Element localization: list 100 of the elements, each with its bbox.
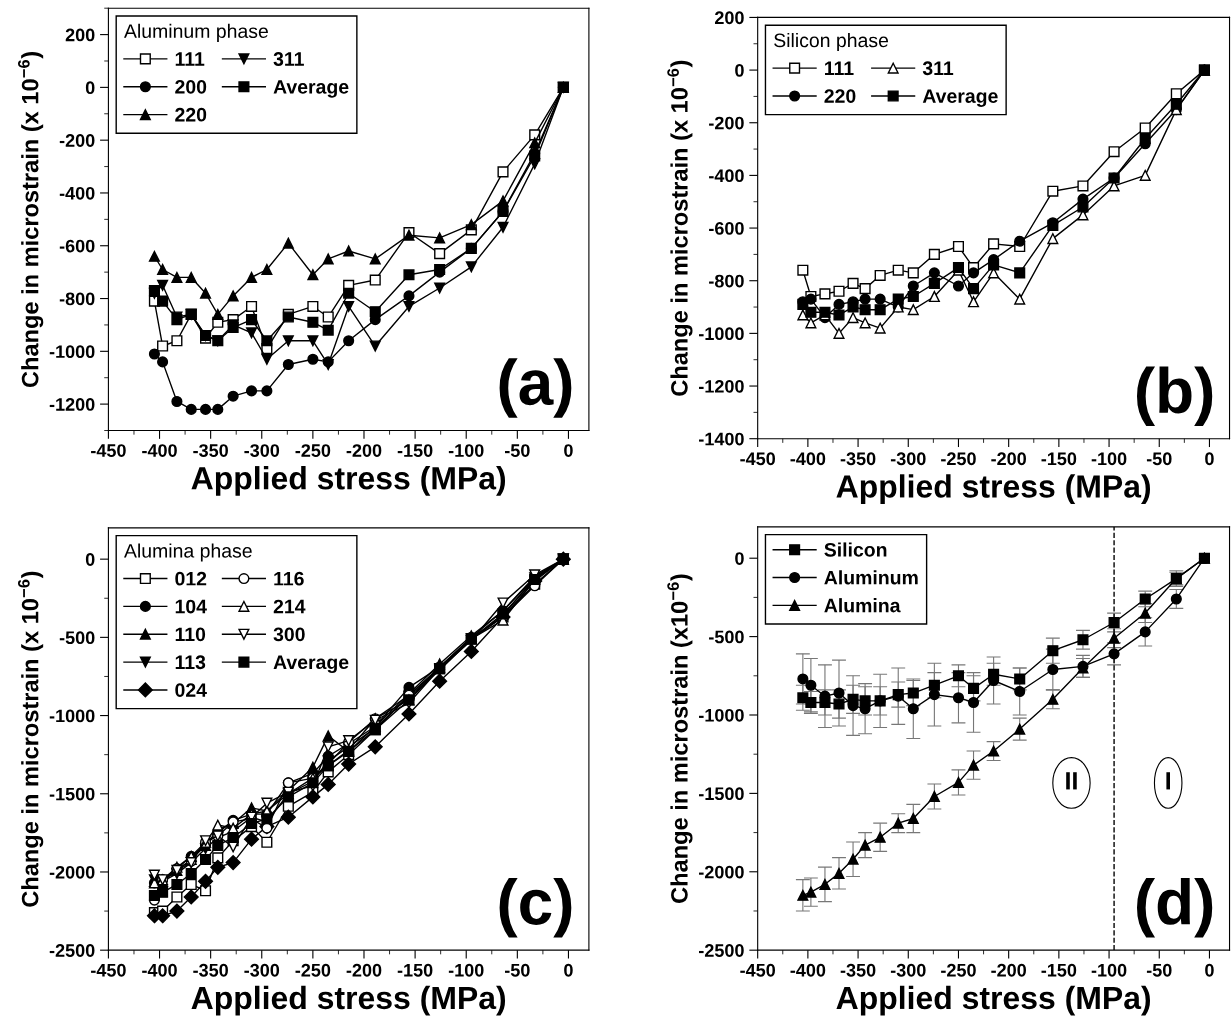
y-tick-label: -1500 (49, 787, 95, 801)
x-tick-label: -150 (1041, 452, 1077, 466)
y-tick-label: -2000 (49, 865, 95, 879)
annotation: (a) (499, 358, 572, 418)
legend-title: Aluminum phase (124, 23, 268, 42)
x-tick-label: -300 (890, 963, 926, 977)
y-tick-label: -200 (709, 116, 744, 130)
legend-label: Average (273, 80, 349, 98)
x-tick-label: -450 (91, 963, 126, 977)
y-tick-label: -600 (59, 239, 95, 253)
x-tick-label: -50 (1146, 963, 1172, 977)
x-tick-label: -150 (397, 444, 433, 457)
x-tick-label: -250 (941, 963, 976, 977)
x-tick-label: -400 (790, 963, 826, 977)
y-axis-title: Change in microstrain (x 10$^{−6}$) (667, 60, 693, 396)
y-tick-label: 0 (85, 81, 95, 95)
legend-label: 214 (273, 599, 306, 614)
x-tick-label: -50 (504, 963, 530, 977)
y-tick-label: -1000 (699, 708, 744, 722)
y-tick-label: -1000 (699, 327, 744, 341)
y-tick-label: -1400 (699, 432, 744, 446)
x-tick-label: -150 (397, 963, 433, 977)
x-tick-label: -350 (193, 963, 228, 977)
legend-label: 111 (825, 61, 854, 75)
x-tick-label: -50 (504, 444, 530, 457)
x-tick-label: -400 (142, 963, 177, 977)
x-tick-label: -300 (890, 452, 926, 466)
x-tick-label: -450 (91, 444, 126, 457)
x-axis-title: Applied stress (MPa) (836, 474, 1151, 505)
x-tick-label: -350 (840, 452, 876, 466)
y-tick-label: 200 (714, 11, 744, 25)
y-tick-label: -600 (709, 222, 744, 235)
x-tick-label: -100 (448, 444, 484, 457)
x-tick-label: -100 (448, 963, 484, 977)
x-tick-label: -250 (295, 963, 331, 977)
legend-label: Silicon (824, 542, 887, 557)
legend-title: Silicon phase (774, 32, 889, 52)
y-tick-label: -2500 (49, 944, 95, 957)
x-axis-title: Applied stress (MPa) (191, 985, 506, 1016)
legend-label: Average (273, 655, 349, 674)
y-tick-label: -400 (59, 186, 95, 200)
legend-label: 113 (175, 655, 206, 670)
annotation: (b) (1137, 366, 1213, 427)
legend-title: Alumina phase (124, 543, 252, 562)
x-tick-label: 0 (1205, 963, 1214, 977)
legend-label: 311 (273, 52, 304, 66)
legend-label: Average (922, 89, 998, 107)
annotation: (c) (499, 877, 572, 938)
annotation: I (1166, 772, 1170, 790)
y-tick-label: 200 (65, 28, 95, 42)
x-tick-label: -400 (142, 444, 177, 457)
x-tick-label: -400 (790, 452, 826, 466)
legend-label: 116 (274, 571, 304, 586)
y-tick-label: -1500 (699, 787, 744, 801)
y-tick-label: -500 (59, 631, 95, 645)
legend-label: 104 (175, 599, 207, 614)
legend-label: Aluminum (824, 570, 918, 585)
legend-label: 200 (175, 79, 207, 94)
x-tick-label: -200 (346, 963, 382, 977)
x-axis-title: Applied stress (MPa) (836, 985, 1151, 1016)
annotation: (d) (1137, 877, 1213, 938)
x-tick-label: 0 (564, 963, 573, 977)
x-tick-label: -250 (295, 444, 331, 457)
legend-label: 220 (824, 89, 856, 103)
annotation: II (1066, 772, 1077, 790)
y-tick-label: -1200 (699, 379, 744, 393)
x-tick-label: -200 (991, 963, 1026, 977)
y-tick-label: -1200 (49, 398, 95, 411)
y-axis-title: Change in microstrain (x 10$^{−6}$) (17, 52, 44, 388)
y-tick-label: -1000 (49, 345, 95, 359)
x-tick-label: -200 (991, 452, 1026, 466)
x-tick-label: -250 (941, 452, 976, 466)
x-tick-label: -350 (840, 963, 876, 977)
x-axis-title: Applied stress (MPa) (191, 466, 506, 496)
y-tick-label: 0 (85, 553, 95, 566)
y-tick-label: -2500 (699, 944, 744, 957)
x-tick-label: -100 (1091, 452, 1127, 466)
y-tick-label: -500 (709, 630, 744, 644)
y-tick-label: -1000 (49, 709, 95, 723)
legend-label: 110 (175, 627, 206, 642)
legend-label: 024 (175, 683, 207, 697)
x-tick-label: -150 (1041, 963, 1077, 977)
x-tick-label: -300 (244, 444, 280, 457)
x-tick-label: -50 (1146, 452, 1172, 466)
y-tick-label: -400 (709, 169, 744, 183)
x-tick-label: -100 (1091, 963, 1127, 977)
x-tick-label: 0 (1205, 452, 1214, 466)
y-tick-label: 0 (735, 552, 744, 565)
y-tick-label: -200 (59, 134, 95, 147)
legend-label: 111 (175, 52, 205, 66)
y-tick-label: -800 (59, 292, 95, 306)
y-tick-label: -800 (709, 274, 744, 288)
x-tick-label: -350 (193, 444, 228, 457)
x-tick-label: 0 (564, 444, 573, 457)
y-axis-title: Change in microstrain (x 10$^{−6}$) (17, 571, 44, 907)
legend-label: 220 (175, 107, 207, 122)
y-tick-label: -2000 (699, 865, 744, 879)
x-tick-label: -200 (346, 444, 382, 457)
x-tick-label: -450 (740, 963, 776, 977)
x-tick-label: -300 (244, 963, 280, 977)
